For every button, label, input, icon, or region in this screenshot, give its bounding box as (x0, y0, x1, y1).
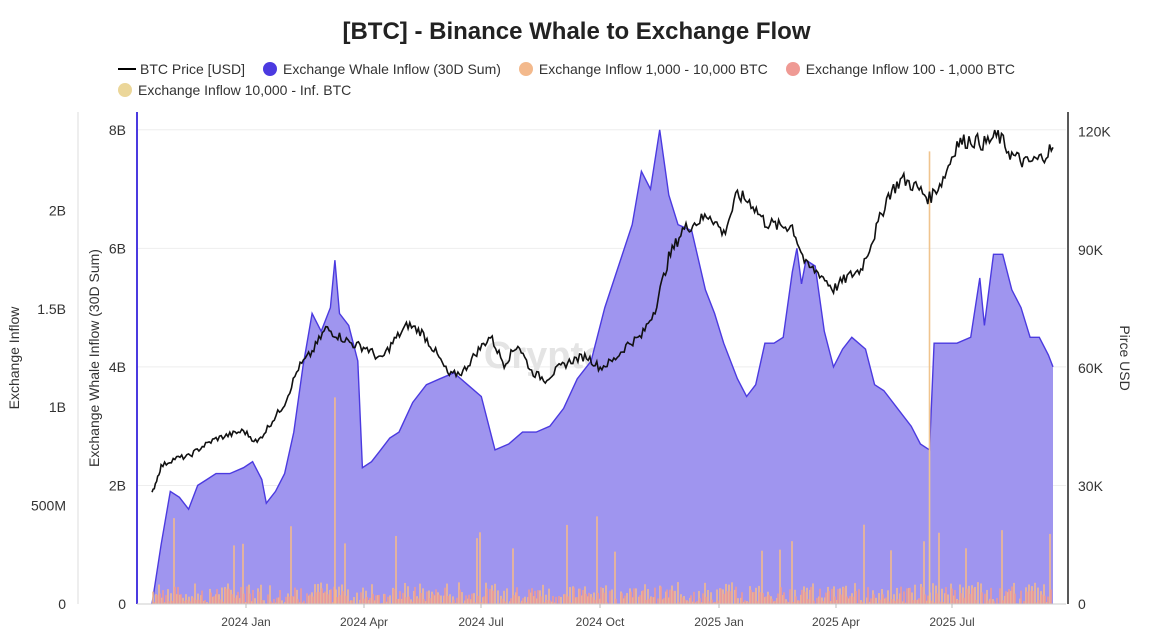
legend-row-2: Exchange Inflow 10,000 - Inf. BTC (118, 79, 1078, 100)
right-tick-label: 90K (1078, 242, 1104, 258)
left-inner-tick-label: 8B (109, 122, 126, 138)
left-outer-axis-title: Exchange Inflow (6, 306, 22, 410)
legend-label: Exchange Inflow 100 - 1,000 BTC (805, 60, 1016, 77)
legend-label: Exchange Inflow 1,000 - 10,000 BTC (538, 60, 768, 77)
right-tick-label: 30K (1078, 478, 1104, 494)
left-inner-tick-label: 6B (109, 240, 126, 256)
legend-item-btc-price[interactable]: BTC Price [USD] (118, 61, 245, 77)
whale-inflow-line (151, 129, 1054, 605)
legend-item-whale-inflow[interactable]: Exchange Whale Inflow (30D Sum) (263, 61, 501, 77)
left-outer-tick-label: 1B (49, 399, 66, 415)
left-outer-tick-label: 500M (31, 498, 66, 514)
legend-item-inflow-10k-inf[interactable]: Exchange Inflow 10,000 - Inf. BTC (118, 82, 351, 98)
legend-item-inflow-1k-10k[interactable]: Exchange Inflow 1,000 - 10,000 BTC (518, 60, 768, 77)
right-tick-label: 60K (1078, 360, 1104, 376)
x-tick-label: 2025 Apr (812, 615, 860, 629)
left-outer-tick-label: 0 (58, 596, 66, 612)
left-outer-tick-label: 2B (49, 202, 66, 218)
chart-title: [BTC] - Binance Whale to Exchange Flow (342, 18, 811, 45)
legend: BTC Price [USD] Exchange Whale Inflow (3… (118, 58, 1078, 100)
x-tick-label: 2025 Jan (694, 615, 743, 629)
x-tick-label: 2024 Oct (576, 615, 625, 629)
btc-price-line (151, 129, 1054, 493)
x-tick-label: 2025 Jul (929, 615, 974, 629)
legend-label: BTC Price [USD] (140, 60, 246, 77)
legend-line-swatch (118, 67, 136, 70)
right-axis-title: Pirce USD (1117, 325, 1133, 390)
legend-dot-swatch (263, 61, 278, 76)
x-tick-label: 2024 Jan (221, 615, 270, 629)
left-inner-tick-label: 4B (109, 359, 126, 375)
legend-label: Exchange Inflow 10,000 - Inf. BTC (138, 81, 352, 98)
legend-item-inflow-100-1k[interactable]: Exchange Inflow 100 - 1,000 BTC (785, 60, 1016, 77)
left-inner-tick-label: 0 (118, 596, 126, 612)
left-inner-tick-label: 2B (109, 477, 126, 493)
legend-label: Exchange Whale Inflow (30D Sum) (283, 60, 501, 77)
legend-dot-swatch (785, 61, 800, 76)
left-inner-axis-title: Exchange Whale Inflow (30D Sum) (86, 249, 102, 467)
legend-dot-swatch (118, 82, 132, 97)
left-outer-tick-label: 1.5B (37, 301, 66, 317)
right-tick-label: 120K (1078, 124, 1111, 140)
legend-row-1: BTC Price [USD] Exchange Whale Inflow (3… (118, 58, 1078, 79)
x-tick-label: 2024 Apr (340, 615, 388, 629)
legend-dot-swatch (518, 61, 533, 76)
x-tick-label: 2024 Jul (458, 615, 503, 629)
right-tick-label: 0 (1078, 596, 1086, 612)
